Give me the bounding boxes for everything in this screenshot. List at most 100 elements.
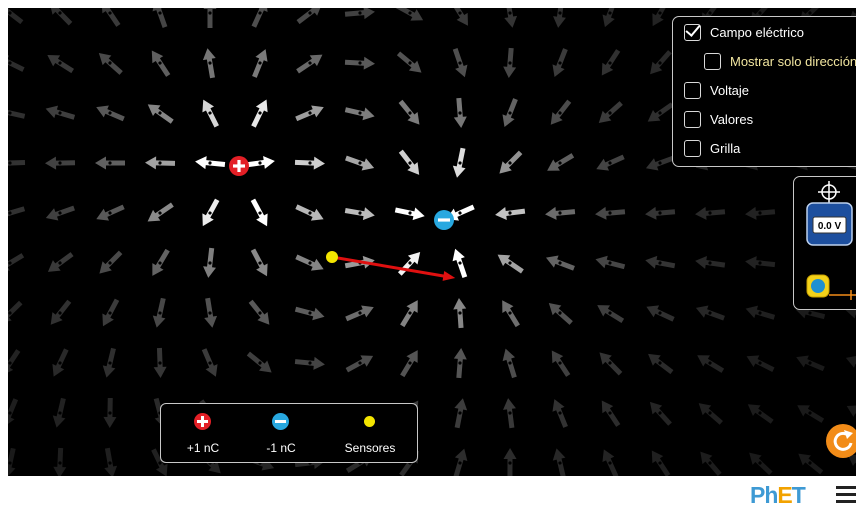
field-arrow bbox=[695, 206, 726, 220]
values-checkbox[interactable] bbox=[684, 111, 701, 128]
field-arrow bbox=[152, 8, 168, 28]
tools-panel: 0.0 V bbox=[793, 176, 856, 310]
field-arrow bbox=[552, 448, 566, 476]
field-arrow bbox=[246, 351, 272, 373]
positive-charge[interactable] bbox=[229, 156, 249, 176]
field-arrow bbox=[552, 399, 568, 428]
field-arrow bbox=[646, 305, 675, 322]
field-arrow bbox=[400, 300, 418, 328]
field-arrow bbox=[202, 99, 219, 128]
field-arrow bbox=[453, 348, 467, 379]
field-arrow bbox=[345, 355, 374, 373]
field-arrow bbox=[649, 401, 672, 426]
field-arrow bbox=[344, 8, 375, 20]
field-arrow bbox=[8, 447, 16, 476]
field-arrow bbox=[846, 405, 856, 423]
field-arrow bbox=[454, 398, 468, 429]
field-arrow bbox=[8, 55, 25, 72]
positive-charge-icon bbox=[194, 413, 211, 430]
field-arrow bbox=[847, 454, 856, 474]
voltage-checkbox-row[interactable]: Voltaje bbox=[684, 82, 749, 99]
field-arrow bbox=[98, 52, 123, 75]
field-arrow bbox=[453, 298, 467, 329]
reset-icon bbox=[833, 430, 853, 451]
field-arrow bbox=[202, 48, 216, 79]
field-arrow bbox=[599, 352, 623, 376]
phet-logo[interactable]: PhET bbox=[750, 482, 806, 508]
field-arrow bbox=[503, 448, 517, 476]
field-arrow bbox=[147, 104, 174, 124]
field-arrow bbox=[45, 156, 76, 170]
field-arrow bbox=[453, 448, 468, 476]
field-arrow bbox=[244, 156, 275, 169]
field-arrow bbox=[398, 149, 420, 175]
field-arrow bbox=[452, 147, 466, 178]
field-arrow bbox=[248, 299, 270, 325]
sensor-label: Sensores bbox=[344, 441, 396, 455]
hamburger-menu-icon[interactable] bbox=[836, 486, 856, 506]
voltmeter-display bbox=[812, 216, 847, 234]
field-arrow bbox=[47, 252, 74, 272]
field-arrow bbox=[345, 155, 375, 171]
tools-panel-graphics: 0.0 V bbox=[806, 181, 856, 300]
field-arrow bbox=[545, 255, 575, 271]
phet-logo-ph: Ph bbox=[750, 482, 778, 508]
field-arrow bbox=[195, 156, 226, 170]
field-arrow bbox=[700, 451, 722, 476]
e-field-sensor[interactable] bbox=[326, 251, 338, 263]
negative-charge[interactable] bbox=[434, 210, 454, 230]
field-arrow bbox=[296, 8, 322, 25]
voltmeter-tool[interactable]: 0.0 V bbox=[806, 181, 853, 246]
crosshair-icon bbox=[818, 181, 840, 203]
field-arrow bbox=[52, 397, 66, 428]
values-label: Valores bbox=[710, 112, 754, 127]
field-arrow bbox=[203, 8, 217, 29]
field-arrow bbox=[250, 248, 268, 277]
field-arrow bbox=[295, 204, 324, 221]
reset-all-button[interactable] bbox=[826, 424, 856, 458]
field-arrow bbox=[8, 156, 26, 170]
field-arrow bbox=[45, 205, 75, 221]
field-arrow bbox=[151, 50, 171, 77]
field-arrow bbox=[8, 398, 19, 427]
field-arrow bbox=[101, 8, 121, 27]
electric-field-checkbox[interactable] bbox=[684, 24, 701, 41]
field-arrow bbox=[50, 299, 72, 325]
field-arrow bbox=[550, 99, 572, 125]
field-arrow bbox=[52, 348, 69, 377]
field-arrow bbox=[553, 8, 566, 28]
field-arrow bbox=[294, 156, 325, 170]
voltage-checkbox[interactable] bbox=[684, 82, 701, 99]
field-arrow bbox=[598, 101, 623, 123]
field-arrow bbox=[453, 97, 467, 128]
field-arrow bbox=[497, 254, 524, 274]
electric-field-label: Campo eléctrico bbox=[710, 25, 804, 40]
direction-only-checkbox[interactable] bbox=[704, 53, 721, 70]
direction-only-checkbox-row[interactable]: Mostrar solo dirección bbox=[704, 53, 856, 70]
field-arrow bbox=[145, 156, 176, 170]
negative-charge-icon bbox=[272, 413, 289, 430]
field-arrow bbox=[8, 105, 26, 119]
field-arrow bbox=[151, 448, 168, 476]
grid-checkbox[interactable] bbox=[684, 140, 701, 157]
grid-checkbox-row[interactable]: Grilla bbox=[684, 140, 740, 157]
field-arrow bbox=[104, 447, 118, 476]
field-arrow bbox=[695, 256, 726, 269]
measuring-tape-tool[interactable] bbox=[806, 274, 856, 300]
field-arrow bbox=[296, 54, 323, 74]
field-arrow bbox=[201, 348, 218, 377]
values-checkbox-row[interactable]: Valores bbox=[684, 111, 753, 128]
field-arrow bbox=[99, 250, 123, 274]
field-arrow bbox=[597, 305, 625, 323]
field-arrow bbox=[153, 347, 167, 378]
field-arrow bbox=[749, 452, 773, 476]
field-arrow bbox=[745, 256, 776, 270]
electric-field-checkbox-row[interactable]: Campo eléctrico bbox=[684, 24, 804, 41]
tape-reel-icon bbox=[811, 279, 825, 293]
grid-label: Grilla bbox=[710, 141, 741, 156]
field-arrow bbox=[745, 206, 776, 220]
field-arrow bbox=[602, 449, 619, 476]
field-arrow bbox=[502, 300, 520, 328]
field-arrow bbox=[294, 356, 325, 370]
field-arrow bbox=[502, 98, 518, 127]
